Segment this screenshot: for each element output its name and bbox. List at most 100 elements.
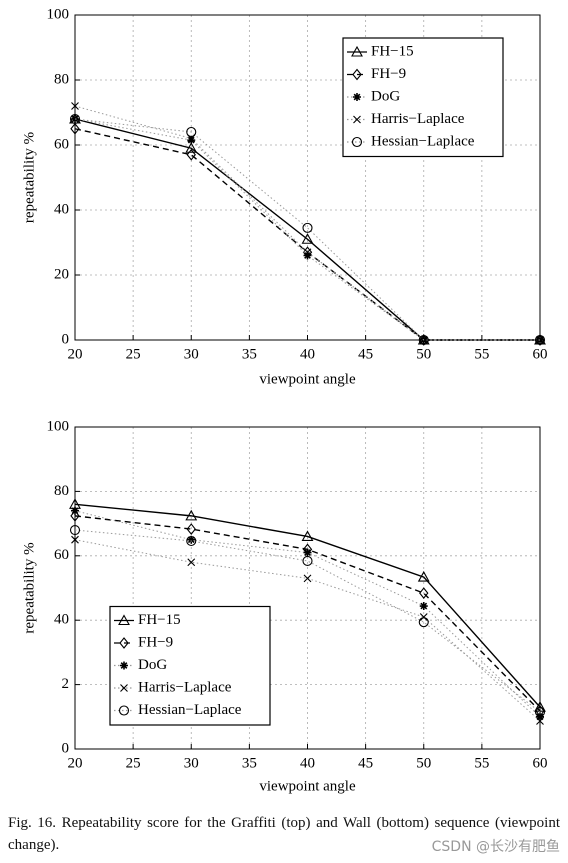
y-tick-label: 2 xyxy=(62,676,70,692)
y-tick-label: 80 xyxy=(54,71,69,87)
series-line xyxy=(74,503,541,708)
y-axis-label: repeatability % xyxy=(21,542,37,633)
legend-label: DoG xyxy=(371,88,400,104)
marker-shape xyxy=(71,102,79,110)
marker-shape xyxy=(302,222,313,233)
y-tick-label: 100 xyxy=(47,418,70,434)
marker-diamond xyxy=(186,148,196,161)
marker-shape xyxy=(186,535,197,547)
marker-circle xyxy=(534,706,546,718)
x-tick-label: 55 xyxy=(474,755,489,771)
marker-x xyxy=(353,115,361,124)
marker-shape xyxy=(69,524,81,536)
marker-shape xyxy=(186,523,196,535)
marker-x xyxy=(419,613,428,621)
marker-shape xyxy=(120,661,128,670)
x-tick-label: 25 xyxy=(126,346,141,362)
marker-shape xyxy=(534,706,546,718)
x-tick-label: 30 xyxy=(184,346,199,362)
marker-x xyxy=(120,684,128,692)
marker-shape xyxy=(71,535,79,544)
marker-shape xyxy=(187,558,196,567)
marker-shape xyxy=(70,509,80,522)
x-tick-label: 20 xyxy=(68,346,83,362)
marker-shape xyxy=(187,136,196,145)
marker-circle xyxy=(534,334,546,346)
legend-label: FH−15 xyxy=(138,612,181,628)
marker-triangle xyxy=(185,509,198,521)
marker-triangle xyxy=(301,233,314,244)
marker-shape xyxy=(534,334,546,346)
marker-asterisk xyxy=(303,251,312,260)
y-tick-label: 0 xyxy=(62,740,70,756)
marker-asterisk xyxy=(120,661,128,670)
marker-shape xyxy=(418,617,429,628)
marker-x xyxy=(536,717,544,725)
marker-shape xyxy=(419,602,428,611)
marker-shape xyxy=(303,248,312,257)
marker-shape xyxy=(303,251,312,260)
legend-label: Hessian−Laplace xyxy=(371,133,475,149)
legend-box xyxy=(342,37,504,158)
marker-shape xyxy=(70,122,80,135)
marker-circle xyxy=(186,535,197,547)
marker-triangle xyxy=(301,530,314,542)
marker-x xyxy=(303,248,312,257)
marker-diamond xyxy=(70,122,80,135)
marker-shape xyxy=(118,614,130,626)
x-tick-label: 45 xyxy=(358,755,373,771)
marker-shape xyxy=(351,136,363,148)
marker-shape xyxy=(119,637,129,649)
marker-shape xyxy=(69,113,81,125)
marker-diamond xyxy=(352,68,362,81)
marker-shape xyxy=(185,142,198,153)
legend-label: DoG xyxy=(138,657,167,673)
marker-shape xyxy=(419,587,429,600)
marker-circle xyxy=(418,334,429,346)
marker-asterisk xyxy=(419,602,428,611)
marker-shape xyxy=(187,535,196,544)
x-tick-label: 60 xyxy=(533,755,548,771)
x-tick-label: 50 xyxy=(416,346,431,362)
y-tick-label: 40 xyxy=(54,201,69,217)
marker-shape xyxy=(418,334,429,346)
marker-diamond xyxy=(186,523,196,535)
marker-x xyxy=(303,574,312,583)
marker-shape xyxy=(301,233,314,244)
marker-shape xyxy=(71,506,79,515)
marker-triangle xyxy=(351,45,363,57)
y-tick-label: 80 xyxy=(54,483,69,499)
legend-label: FH−9 xyxy=(371,66,406,82)
marker-shape xyxy=(185,509,198,521)
figure: 20 25 30 35 40 45 50 55 60020406080100viewpoint … xyxy=(21,6,548,794)
x-tick-label: 60 xyxy=(533,346,548,362)
x-tick-label: 35 xyxy=(242,346,257,362)
marker-circle xyxy=(302,222,313,233)
marker-circle xyxy=(69,524,81,536)
y-tick-label: 40 xyxy=(54,612,69,628)
series-line xyxy=(74,105,540,341)
marker-shape xyxy=(351,45,363,57)
y-tick-label: 0 xyxy=(62,331,70,347)
legend-label: Harris−Laplace xyxy=(371,111,465,127)
legend-label: Hessian−Laplace xyxy=(138,702,242,718)
x-tick-label: 35 xyxy=(242,755,257,771)
x-tick-label: 55 xyxy=(474,346,489,362)
marker-shape xyxy=(536,717,544,725)
y-tick-label: 60 xyxy=(54,136,69,152)
marker-shape xyxy=(303,548,312,557)
marker-triangle xyxy=(534,701,546,712)
marker-shape xyxy=(353,115,361,124)
plot-frame xyxy=(74,14,541,341)
marker-shape xyxy=(534,701,546,712)
marker-x xyxy=(71,535,79,544)
marker-shape xyxy=(120,684,128,692)
marker-circle xyxy=(69,113,81,125)
marker-shape xyxy=(302,555,313,567)
caption: Fig. 16. Repeatability score for the Gra… xyxy=(8,815,560,853)
x-tick-label: 20 xyxy=(68,755,83,771)
marker-diamond xyxy=(419,587,429,600)
legend-label: FH−9 xyxy=(138,634,173,650)
marker-asterisk xyxy=(71,506,79,515)
